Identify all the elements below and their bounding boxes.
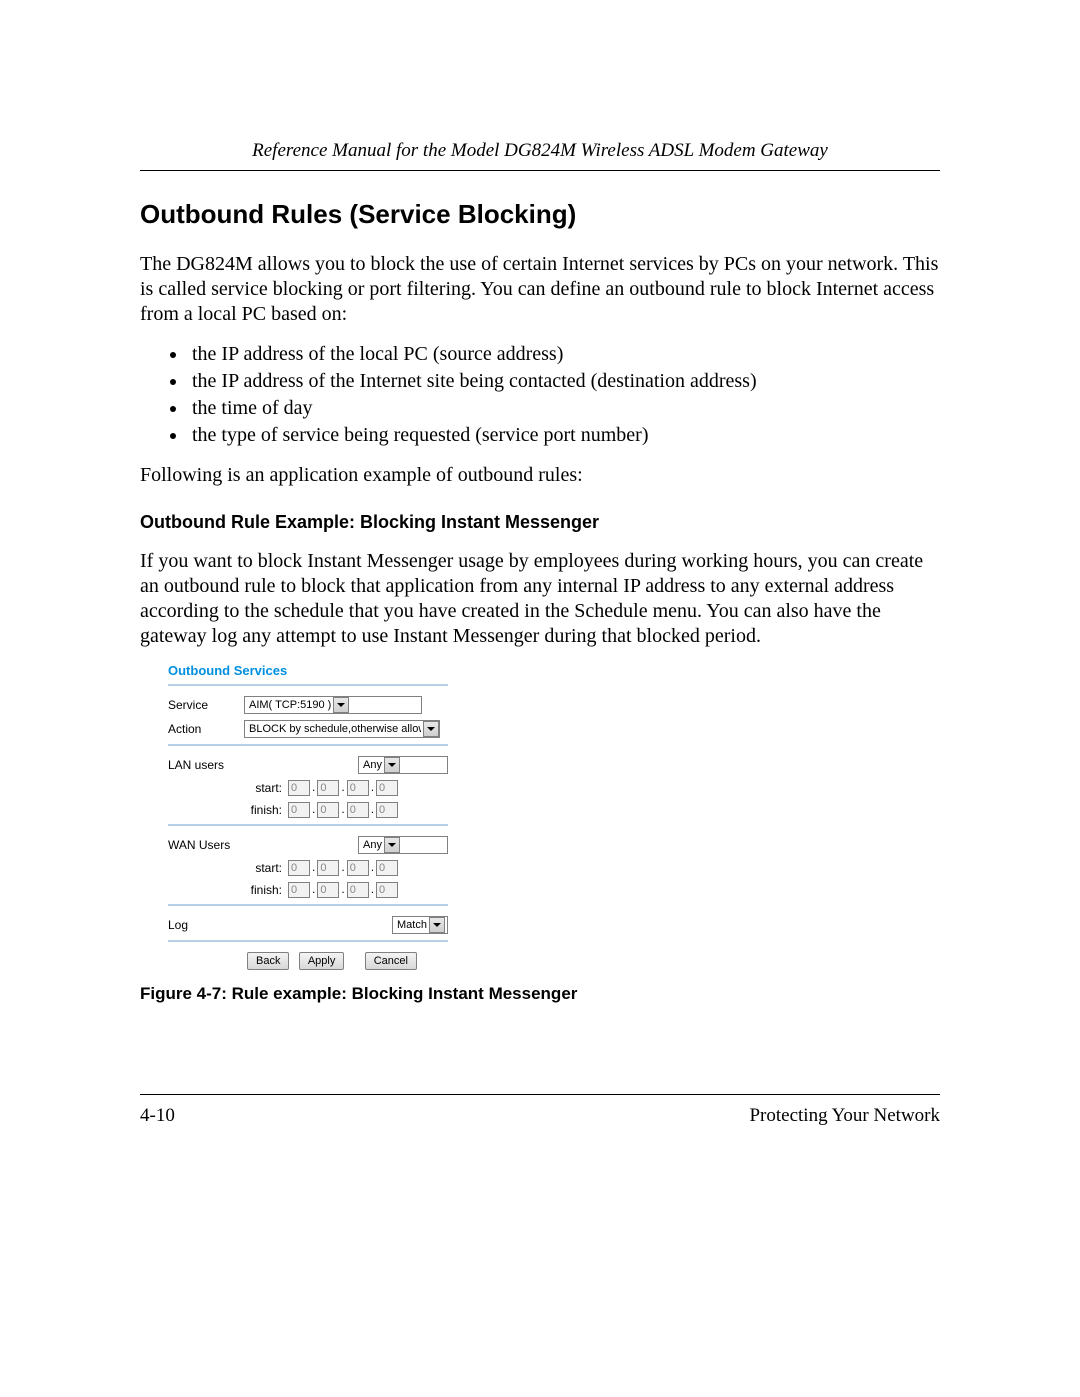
action-select-value: BLOCK by schedule,otherwise allow bbox=[249, 723, 421, 735]
figure-caption: Figure 4-7: Rule example: Blocking Insta… bbox=[140, 984, 940, 1004]
list-item: the IP address of the Internet site bein… bbox=[188, 368, 940, 395]
wan-users-label: WAN Users bbox=[168, 838, 244, 852]
ip-octet-input[interactable]: 0 bbox=[288, 780, 310, 796]
wan-users-select[interactable]: Any bbox=[358, 836, 448, 854]
subsection-heading: Outbound Rule Example: Blocking Instant … bbox=[140, 512, 940, 533]
page-number: 4-10 bbox=[140, 1105, 175, 1127]
dropdown-icon[interactable] bbox=[429, 917, 445, 933]
lan-users-select[interactable]: Any bbox=[358, 756, 448, 774]
wan-start-ip: 0.0.0.0 bbox=[288, 860, 398, 876]
button-row: Back Apply Cancel bbox=[244, 952, 448, 970]
running-header: Reference Manual for the Model DG824M Wi… bbox=[140, 140, 940, 162]
wan-finish-ip: 0.0.0.0 bbox=[288, 882, 398, 898]
footer-rule bbox=[140, 1094, 940, 1095]
service-label: Service bbox=[168, 698, 244, 712]
page: Reference Manual for the Model DG824M Wi… bbox=[0, 0, 1080, 1187]
ip-octet-input[interactable]: 0 bbox=[347, 882, 369, 898]
panel-separator bbox=[168, 940, 448, 942]
intro-paragraph: The DG824M allows you to block the use o… bbox=[140, 252, 940, 327]
header-rule bbox=[140, 170, 940, 171]
dropdown-icon[interactable] bbox=[423, 721, 439, 737]
ip-octet-input[interactable]: 0 bbox=[376, 802, 398, 818]
dropdown-icon[interactable] bbox=[384, 837, 400, 853]
ip-octet-input[interactable]: 0 bbox=[347, 860, 369, 876]
wan-start-label: start: bbox=[168, 861, 288, 875]
list-item: the type of service being requested (ser… bbox=[188, 422, 940, 449]
lan-users-value: Any bbox=[363, 759, 382, 771]
panel-separator bbox=[168, 824, 448, 826]
ip-octet-input[interactable]: 0 bbox=[317, 802, 339, 818]
subsection-paragraph: If you want to block Instant Messenger u… bbox=[140, 549, 940, 649]
ip-octet-input[interactable]: 0 bbox=[317, 780, 339, 796]
log-label: Log bbox=[168, 918, 244, 932]
criteria-list: the IP address of the local PC (source a… bbox=[140, 341, 940, 449]
ip-octet-input[interactable]: 0 bbox=[288, 882, 310, 898]
ip-octet-input[interactable]: 0 bbox=[376, 882, 398, 898]
section-heading: Outbound Rules (Service Blocking) bbox=[140, 199, 940, 230]
cancel-button[interactable]: Cancel bbox=[365, 952, 417, 970]
lan-finish-ip: 0.0.0.0 bbox=[288, 802, 398, 818]
apply-button[interactable]: Apply bbox=[299, 952, 345, 970]
log-select[interactable]: Match bbox=[392, 916, 448, 934]
panel-separator bbox=[168, 684, 448, 686]
lan-users-label: LAN users bbox=[168, 758, 244, 772]
ip-octet-input[interactable]: 0 bbox=[376, 780, 398, 796]
list-item: the time of day bbox=[188, 395, 940, 422]
ip-octet-input[interactable]: 0 bbox=[347, 780, 369, 796]
following-paragraph: Following is an application example of o… bbox=[140, 463, 940, 488]
panel-title: Outbound Services bbox=[168, 663, 448, 678]
ip-octet-input[interactable]: 0 bbox=[376, 860, 398, 876]
ip-octet-input[interactable]: 0 bbox=[317, 860, 339, 876]
outbound-services-panel: Outbound Services Service AIM( TCP:5190 … bbox=[168, 663, 448, 970]
ip-octet-input[interactable]: 0 bbox=[288, 802, 310, 818]
lan-start-label: start: bbox=[168, 781, 288, 795]
action-select[interactable]: BLOCK by schedule,otherwise allow bbox=[244, 720, 440, 738]
ip-octet-input[interactable]: 0 bbox=[317, 882, 339, 898]
service-select[interactable]: AIM( TCP:5190 ) bbox=[244, 696, 422, 714]
dropdown-icon[interactable] bbox=[384, 757, 400, 773]
lan-finish-label: finish: bbox=[168, 803, 288, 817]
page-footer: 4-10 Protecting Your Network bbox=[140, 1105, 940, 1127]
action-label: Action bbox=[168, 722, 244, 736]
panel-separator bbox=[168, 904, 448, 906]
log-select-value: Match bbox=[397, 919, 427, 931]
wan-users-value: Any bbox=[363, 839, 382, 851]
footer-chapter: Protecting Your Network bbox=[749, 1105, 940, 1127]
wan-finish-label: finish: bbox=[168, 883, 288, 897]
ip-octet-input[interactable]: 0 bbox=[288, 860, 310, 876]
panel-separator bbox=[168, 744, 448, 746]
dropdown-icon[interactable] bbox=[333, 697, 349, 713]
back-button[interactable]: Back bbox=[247, 952, 289, 970]
service-select-value: AIM( TCP:5190 ) bbox=[249, 699, 331, 711]
list-item: the IP address of the local PC (source a… bbox=[188, 341, 940, 368]
ip-octet-input[interactable]: 0 bbox=[347, 802, 369, 818]
lan-start-ip: 0.0.0.0 bbox=[288, 780, 398, 796]
